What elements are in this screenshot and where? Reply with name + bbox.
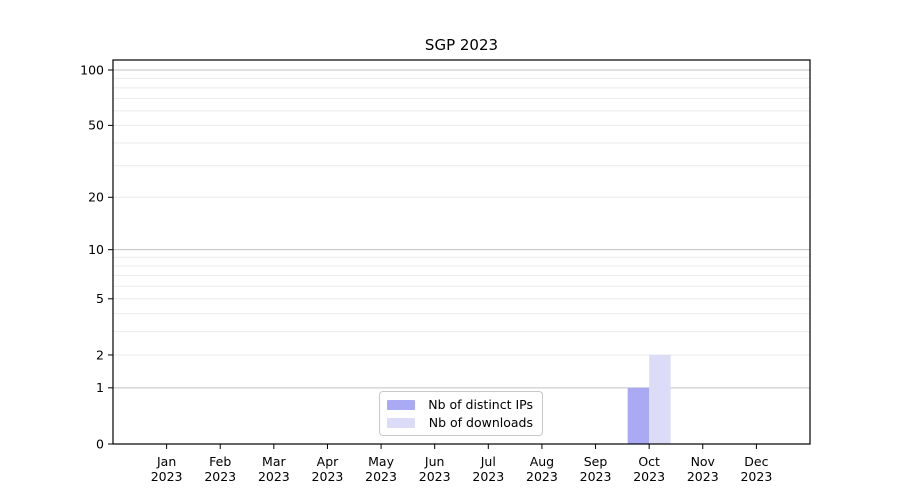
legend-label-distinct-ips: Nb of distinct IPs [428,397,533,412]
x-tick-label-month: Aug [530,454,554,469]
legend-item-distinct-ips: Nb of distinct IPs [387,397,533,412]
y-tick-label: 100 [80,62,104,77]
x-tick-label-year: 2023 [151,469,183,484]
x-tick-label-month: Jan [156,454,176,469]
y-tick-label: 5 [96,291,104,306]
x-tick-label-month: Dec [744,454,768,469]
x-tick-label-month: Oct [638,454,660,469]
legend-swatch-distinct-ips [387,399,415,410]
x-tick-label-year: 2023 [312,469,344,484]
y-tick-label: 0 [96,436,104,451]
legend-swatch-downloads [387,417,415,428]
x-tick-label-year: 2023 [472,469,504,484]
legend: Nb of distinct IPs Nb of downloads [379,391,543,436]
legend-item-downloads: Nb of downloads [387,415,533,430]
y-tick-label: 2 [96,347,104,362]
x-tick-label-year: 2023 [526,469,558,484]
bar-distinct-ips [627,387,650,444]
x-tick-label-year: 2023 [258,469,290,484]
x-tick-label-year: 2023 [687,469,719,484]
bar-downloads [649,354,671,444]
x-tick-label-year: 2023 [580,469,612,484]
x-tick-label-month: Sep [584,454,608,469]
x-tick-label-year: 2023 [740,469,772,484]
x-tick-label-year: 2023 [419,469,451,484]
x-tick-label-year: 2023 [633,469,665,484]
x-tick-label-month: Jul [480,454,496,469]
x-tick-label-month: Mar [262,454,286,469]
y-tick-label: 1 [96,380,104,395]
x-tick-label-month: May [368,454,394,469]
x-tick-label-month: Nov [691,454,716,469]
x-tick-label-month: Jun [424,454,445,469]
x-tick-label-year: 2023 [204,469,236,484]
x-tick-label-year: 2023 [365,469,397,484]
plot-border [112,59,811,445]
y-tick-label: 50 [88,118,104,133]
x-tick-label-month: Feb [209,454,231,469]
legend-label-downloads: Nb of downloads [428,415,533,430]
y-tick-label: 10 [88,242,104,257]
x-tick-label-month: Apr [317,454,339,469]
y-tick-label: 20 [88,190,104,205]
chart-title: SGP 2023 [424,36,499,54]
